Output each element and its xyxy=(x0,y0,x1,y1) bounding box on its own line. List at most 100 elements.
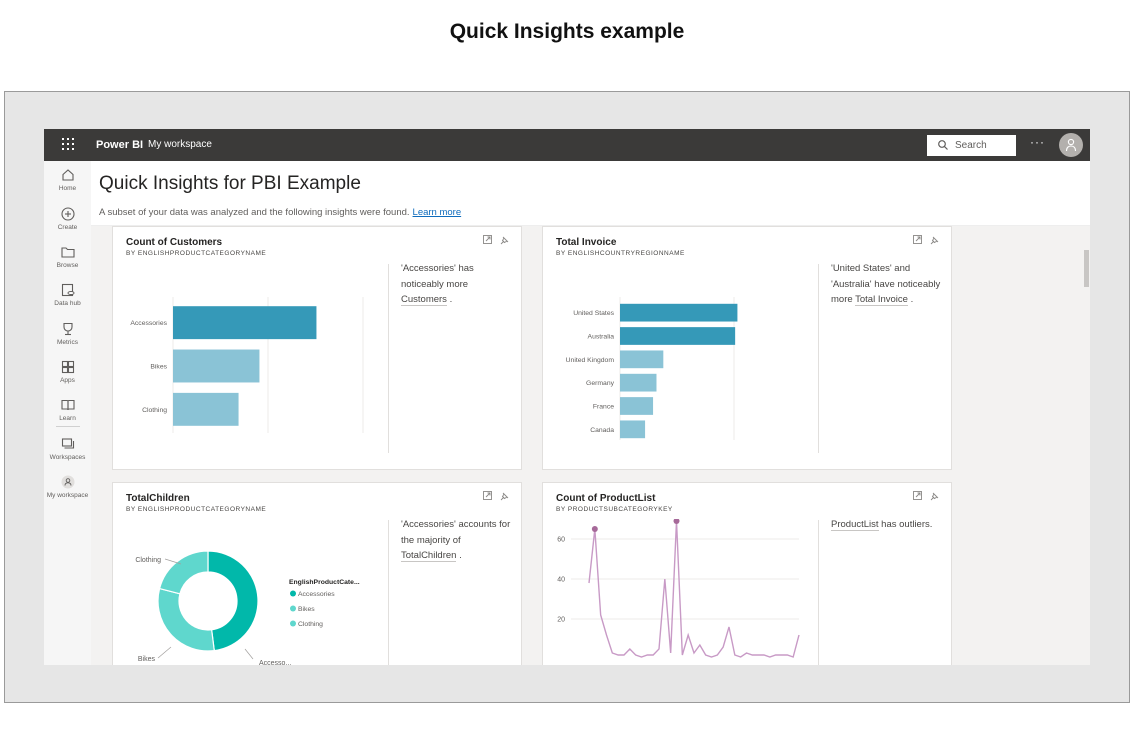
nav-item-learn[interactable]: Learn xyxy=(44,397,91,422)
create-icon xyxy=(60,207,75,221)
search-input[interactable]: Search xyxy=(927,135,1016,156)
y-tick-label: 40 xyxy=(557,577,565,584)
nav-item-data-hub[interactable]: Data hub xyxy=(44,282,91,307)
card-actions xyxy=(913,491,939,501)
card-actions xyxy=(913,235,939,245)
children-donut-chart: Accesso... Bikes Clothing EnglishProductCat… xyxy=(135,550,360,665)
data-hub-icon xyxy=(61,283,74,297)
search-icon xyxy=(938,140,948,150)
app-launcher-icon[interactable] xyxy=(62,138,76,152)
power-bi-window: Power BI My workspace Search ··· Home Cr… xyxy=(44,129,1090,665)
left-nav: Home Create Browse Data hub Metrics Apps… xyxy=(44,161,91,665)
insight-card-customers[interactable]: Count of Customers BY ENGLISHPRODUCTCATE… xyxy=(112,226,522,470)
more-options-button[interactable]: ··· xyxy=(1030,135,1045,149)
nav-item-my-workspace[interactable]: My workspace xyxy=(44,474,91,500)
insight-text: 'Accessories' has noticeably more Custom… xyxy=(401,261,501,308)
outlier-point xyxy=(591,526,598,532)
focus-mode-icon[interactable] xyxy=(913,491,922,500)
card-subtitle: BY ENGLISHCOUNTRYREGIONNAME xyxy=(556,250,685,257)
nav-item-home[interactable]: Home xyxy=(44,167,91,192)
category-label: United Kingdom xyxy=(566,357,615,364)
account-avatar[interactable] xyxy=(1059,133,1083,157)
card-divider xyxy=(388,520,389,665)
scrollbar-thumb[interactable] xyxy=(1084,250,1089,287)
nav-item-apps[interactable]: Apps xyxy=(44,359,91,384)
pin-icon[interactable] xyxy=(500,492,509,501)
card-title: Count of Customers xyxy=(126,237,223,248)
page-header: Quick Insights for PBI Example A subset … xyxy=(91,161,1090,226)
insight-text: 'United States' and 'Australia' have not… xyxy=(831,261,946,308)
card-divider xyxy=(818,520,819,665)
insight-measure-link[interactable]: TotalChildren xyxy=(401,550,457,562)
learn-icon xyxy=(60,399,75,411)
category-label: Accessories xyxy=(130,320,167,327)
nav-label: Apps xyxy=(60,377,75,384)
focus-mode-icon[interactable] xyxy=(483,491,492,500)
insights-content: Count of Customers BY ENGLISHPRODUCTCATE… xyxy=(91,226,1090,665)
focus-mode-icon[interactable] xyxy=(913,235,922,244)
category-label: Clothing xyxy=(142,407,167,414)
category-label: United States xyxy=(573,310,614,317)
nav-label: Metrics xyxy=(57,339,78,346)
insight-text-post: has outliers. xyxy=(878,519,933,530)
category-label: Bikes xyxy=(150,364,167,371)
pin-icon[interactable] xyxy=(500,236,509,245)
page-subtitle: A subset of your data was analyzed and t… xyxy=(99,207,461,218)
bar xyxy=(173,349,260,383)
leader-line xyxy=(244,648,254,660)
nav-item-create[interactable]: Create xyxy=(44,206,91,231)
nav-item-browse[interactable]: Browse xyxy=(44,244,91,269)
card-title: Count of ProductList xyxy=(556,493,656,504)
insight-text: 'Accessories' accounts for the majority … xyxy=(401,517,513,564)
insight-card-children[interactable]: TotalChildren BY ENGLISHPRODUCTCATEGORYN… xyxy=(112,482,522,665)
legend-marker xyxy=(290,620,296,627)
y-tick-label: 60 xyxy=(557,537,565,544)
insight-card-invoice[interactable]: Total Invoice BY ENGLISHCOUNTRYREGIONNAM… xyxy=(542,226,952,470)
donut-slice xyxy=(207,550,259,652)
nav-label: Workspaces xyxy=(49,454,86,461)
donut-slice xyxy=(158,550,209,595)
legend-title: EnglishProductCate... xyxy=(289,579,360,586)
productlist-line-chart: 20 40 60 xyxy=(557,519,800,658)
slice-label: Bikes xyxy=(138,656,156,663)
bar xyxy=(620,420,646,439)
insight-text-pre: 'Accessories' accounts for the majority … xyxy=(401,519,511,546)
y-tick-label: 20 xyxy=(557,617,565,624)
legend-label: Accessories xyxy=(298,591,335,598)
top-bar: Power BI My workspace Search ··· xyxy=(44,129,1090,161)
card-subtitle: BY ENGLISHPRODUCTCATEGORYNAME xyxy=(126,250,267,257)
nav-label: My workspace xyxy=(46,492,89,499)
nav-label: Home xyxy=(58,185,77,192)
learn-more-link[interactable]: Learn more xyxy=(412,207,462,218)
breadcrumb-workspace[interactable]: My workspace xyxy=(148,139,212,150)
insight-text-post: . xyxy=(456,550,462,561)
card-divider xyxy=(818,264,819,453)
subtitle-text: A subset of your data was analyzed and t… xyxy=(99,207,410,218)
card-actions xyxy=(483,235,509,245)
apps-icon xyxy=(61,360,74,374)
card-title: TotalChildren xyxy=(126,493,190,504)
nav-item-workspaces[interactable]: Workspaces xyxy=(44,436,91,461)
card-actions xyxy=(483,491,509,501)
nav-item-metrics[interactable]: Metrics xyxy=(44,321,91,346)
pin-icon[interactable] xyxy=(930,492,939,501)
slice-label: Clothing xyxy=(135,557,161,564)
person-icon xyxy=(1065,138,1077,152)
insight-text: ProductList has outliers. xyxy=(831,517,946,533)
card-divider xyxy=(388,264,389,453)
card-subtitle: BY ENGLISHPRODUCTCATEGORYNAME xyxy=(126,506,267,513)
browse-icon xyxy=(60,247,75,258)
bar xyxy=(173,392,239,426)
search-placeholder: Search xyxy=(955,140,987,151)
insight-measure-link[interactable]: Total Invoice xyxy=(855,294,908,306)
insight-measure-link[interactable]: Customers xyxy=(401,294,447,306)
pin-icon[interactable] xyxy=(930,236,939,245)
insight-measure-link[interactable]: ProductList xyxy=(831,519,879,531)
insight-card-productlist[interactable]: Count of ProductList BY PRODUCTSUBCATEGO… xyxy=(542,482,952,665)
brand-label[interactable]: Power BI xyxy=(96,139,144,151)
category-label: Australia xyxy=(588,334,615,341)
bar xyxy=(620,303,738,322)
focus-mode-icon[interactable] xyxy=(483,235,492,244)
insight-text-pre: 'United States' and 'Australia' have not… xyxy=(831,263,941,305)
